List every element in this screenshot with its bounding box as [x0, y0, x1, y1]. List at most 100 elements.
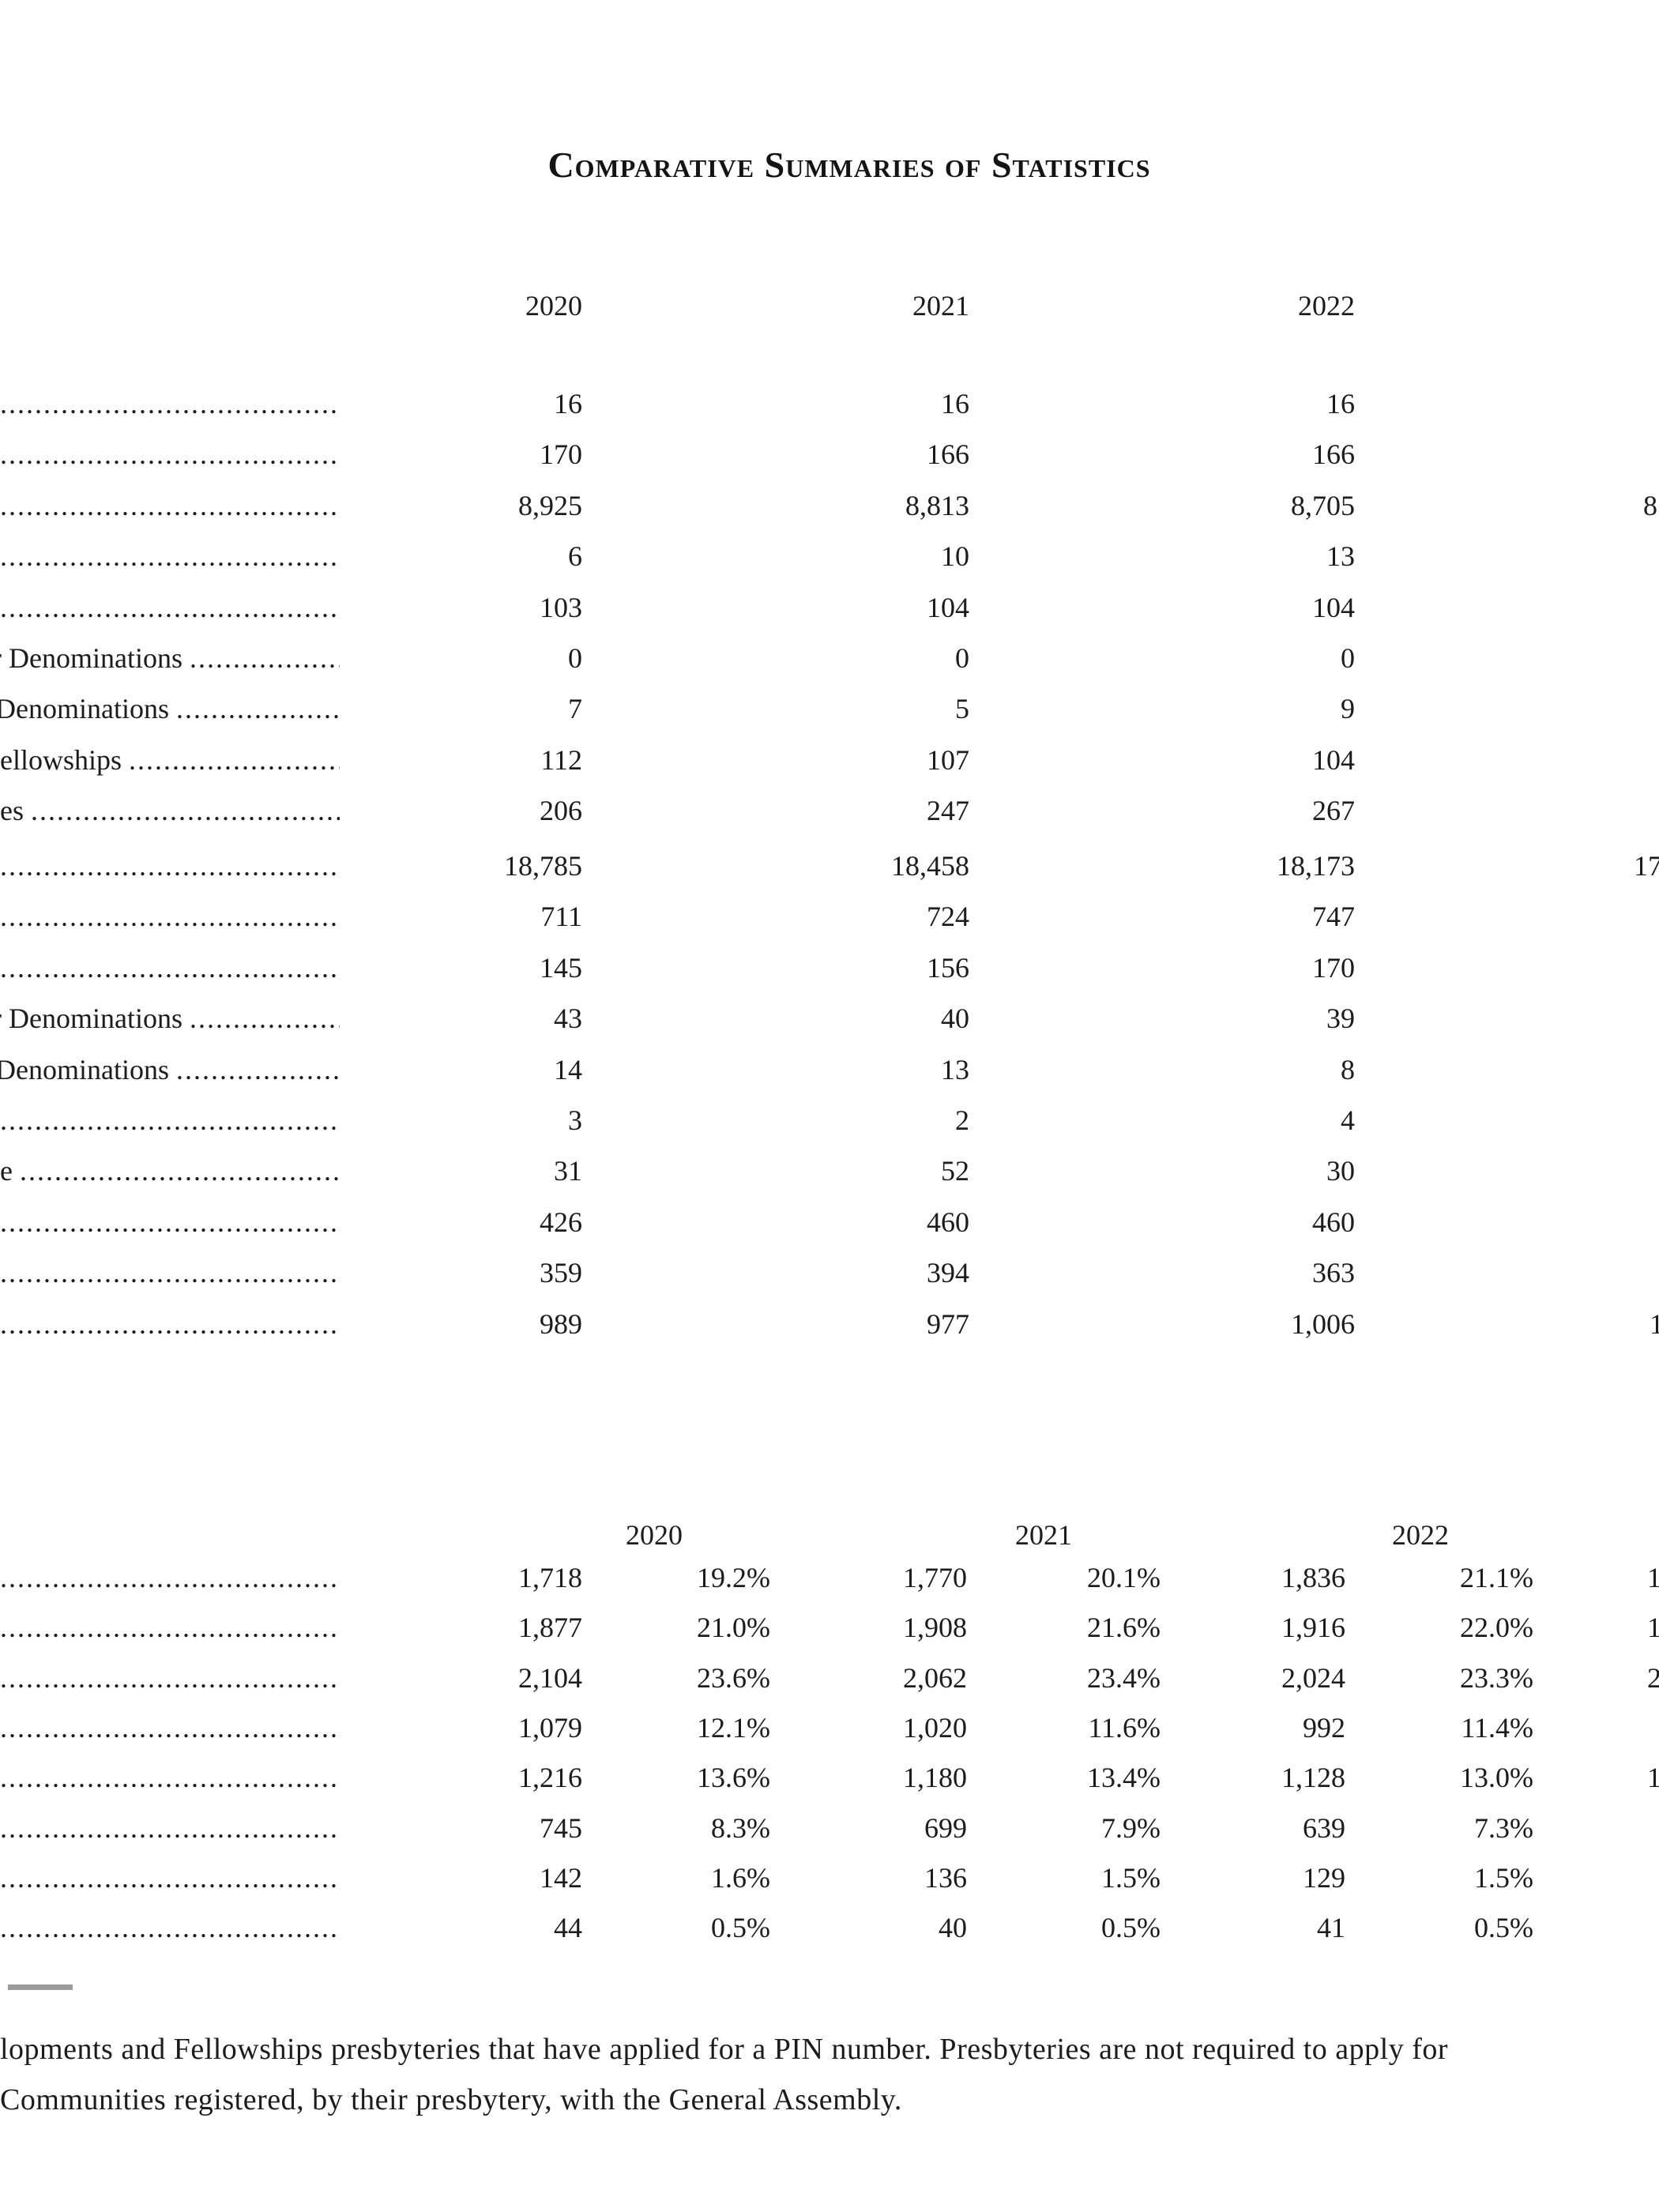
- footnote-line-1: lopments and Fellowships presbyteries th…: [0, 2033, 1448, 2066]
- value-cell: 7: [568, 693, 582, 724]
- count-cell: 1,836: [1281, 1562, 1345, 1593]
- row-label-and-leader: ........................................…: [0, 949, 340, 987]
- count-cell: 2,062: [903, 1662, 967, 1694]
- footnote-separator-rule: [8, 1984, 73, 1990]
- value-cell: 206: [540, 795, 582, 826]
- value-cell: 0: [1341, 642, 1355, 674]
- dot-leader: ........................................…: [0, 1612, 336, 1643]
- row-label-and-leader: ........................................…: [0, 1608, 336, 1646]
- dot-leader: ........................................…: [0, 1712, 336, 1744]
- value-cell: 711: [540, 901, 582, 932]
- footnote-line-2: Communities registered, by their presbyt…: [0, 2083, 902, 2116]
- row-label-and-leader: ........................................…: [0, 589, 340, 626]
- count-cell: 745: [540, 1812, 582, 1844]
- value-cell: 145: [540, 952, 582, 984]
- table-row: es .....................................…: [0, 792, 1659, 830]
- dot-leader: ........................................…: [175, 1054, 340, 1085]
- row-label-and-leader: ........................................…: [0, 1254, 340, 1292]
- row-label-and-leader: ........................................…: [0, 1859, 336, 1897]
- count-cell: 41: [1317, 1912, 1345, 1943]
- percent-cell: 21.0%: [697, 1612, 770, 1643]
- dot-leader: ........................................…: [0, 1562, 336, 1593]
- value-cell: 426: [540, 1206, 582, 1238]
- dot-leader: ........................................…: [189, 1003, 340, 1034]
- value-cell: 18,458: [891, 850, 969, 882]
- table-row: ........................................…: [0, 385, 1659, 423]
- dot-leader: ........................................…: [0, 850, 340, 882]
- row-label-fragment: r Denominations: [0, 1003, 190, 1034]
- row-label-and-leader: es .....................................…: [0, 792, 340, 830]
- row-label-and-leader: Denominations ..........................…: [0, 1051, 340, 1089]
- table-row: ellowships .............................…: [0, 741, 1659, 779]
- dot-leader: ........................................…: [175, 693, 340, 724]
- table-row: ........................................…: [0, 1305, 1659, 1343]
- row-label-and-leader: ........................................…: [0, 1559, 336, 1597]
- value-cell: 3: [568, 1104, 582, 1136]
- count-cell: 1,877: [518, 1612, 582, 1643]
- value-cell: 52: [941, 1155, 969, 1187]
- percent-cell: 7.9%: [1101, 1812, 1161, 1844]
- value-cell: 170: [1312, 952, 1355, 984]
- value-cell: 247: [927, 795, 969, 826]
- percent-cell: 0.5%: [1101, 1912, 1161, 1943]
- percent-cell: 1.6%: [711, 1862, 770, 1894]
- row-label-and-leader: ........................................…: [0, 1305, 340, 1343]
- percent-cell: 23.4%: [1087, 1662, 1161, 1694]
- value-cell: 166: [927, 438, 969, 470]
- table-row: Denominations ..........................…: [0, 1051, 1659, 1089]
- dot-leader: ........................................…: [0, 1912, 336, 1943]
- dot-leader: ........................................…: [0, 1206, 340, 1238]
- percent-cell: 13.4%: [1087, 1762, 1161, 1793]
- table-row: ........................................…: [0, 435, 1659, 473]
- percent-cell: 23.3%: [1460, 1662, 1533, 1694]
- value-cell: 8,813: [905, 490, 969, 521]
- row-label-and-leader: ........................................…: [0, 1659, 336, 1697]
- percent-cell: 8.3%: [711, 1812, 770, 1844]
- row-label-and-leader: ........................................…: [0, 487, 340, 525]
- row-label-and-leader: ........................................…: [0, 435, 340, 473]
- count-cell: 992: [1303, 1712, 1345, 1744]
- table-row: ........................................…: [0, 1859, 1659, 1897]
- value-cell: 166: [1312, 438, 1355, 470]
- dot-leader: ........................................…: [0, 1104, 340, 1136]
- clipped-value-fragment: 17: [1634, 850, 1659, 882]
- count-cell: 1,216: [518, 1762, 582, 1793]
- value-cell: 104: [927, 592, 969, 623]
- value-cell: 267: [1312, 795, 1355, 826]
- value-cell: 8,705: [1291, 490, 1355, 521]
- count-cell: 1,908: [903, 1612, 967, 1643]
- value-cell: 363: [1312, 1257, 1355, 1288]
- dot-leader: ........................................…: [0, 1762, 336, 1793]
- row-label-and-leader: Denominations ..........................…: [0, 690, 340, 728]
- row-label-and-leader: ........................................…: [0, 1709, 336, 1747]
- table-row: ........................................…: [0, 1608, 1659, 1646]
- percent-cell: 11.6%: [1088, 1712, 1161, 1744]
- value-cell: 14: [554, 1054, 582, 1085]
- dot-leader: ........................................…: [0, 1812, 336, 1844]
- row-label-and-leader: ........................................…: [0, 897, 340, 935]
- clipped-value-fragment: 1: [1650, 1308, 1659, 1340]
- percent-cell: 19.2%: [697, 1562, 770, 1593]
- dot-leader: ........................................…: [0, 592, 340, 623]
- dot-leader: ........................................…: [0, 1862, 336, 1894]
- row-label-fragment: es: [0, 795, 31, 826]
- value-cell: 170: [540, 438, 582, 470]
- year-header: 2020: [525, 290, 582, 322]
- value-cell: 8,925: [518, 490, 582, 521]
- count-cell: 1,770: [903, 1562, 967, 1593]
- value-cell: 0: [568, 642, 582, 674]
- row-label-fragment: Denominations: [0, 1054, 176, 1085]
- value-cell: 16: [554, 388, 582, 419]
- percent-cell: 7.3%: [1474, 1812, 1533, 1844]
- value-cell: 8: [1341, 1054, 1355, 1085]
- value-cell: 1,006: [1291, 1308, 1355, 1340]
- value-cell: 0: [955, 642, 969, 674]
- count-cell: 142: [540, 1862, 582, 1894]
- value-cell: 43: [554, 1003, 582, 1034]
- table-row: ........................................…: [0, 1659, 1659, 1697]
- table-row: Denominations ..........................…: [0, 690, 1659, 728]
- row-label-and-leader: ........................................…: [0, 1909, 336, 1947]
- count-cell: 639: [1303, 1812, 1345, 1844]
- value-cell: 747: [1312, 901, 1355, 932]
